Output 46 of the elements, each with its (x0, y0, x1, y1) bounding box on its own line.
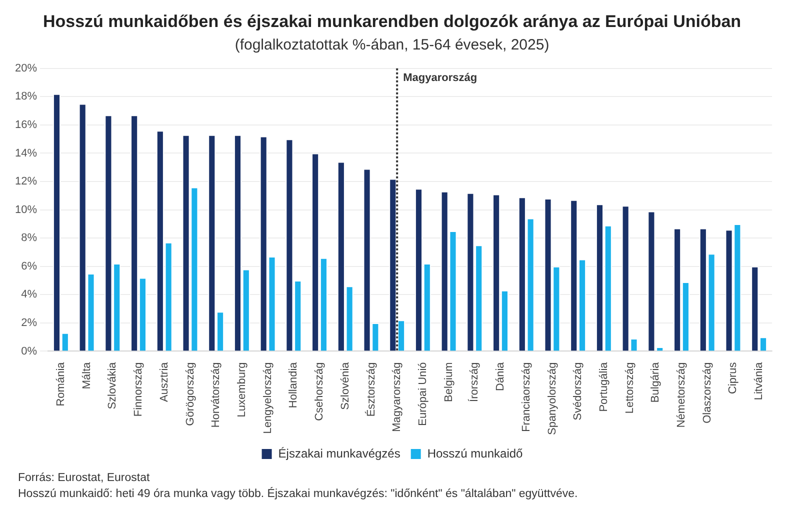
y-tick-label: 0% (21, 345, 38, 358)
x-tick-label: Észtország (364, 362, 378, 417)
x-tick-label: Magyarország (391, 362, 404, 432)
x-tick-label: Svédország (572, 362, 584, 420)
x-tick-label: Málta (80, 361, 93, 390)
y-tick-label: 12% (14, 176, 38, 188)
y-tick-label: 6% (21, 260, 38, 272)
y-tick-label: 10% (14, 204, 38, 216)
x-tick-label: Dánia (494, 361, 507, 391)
x-tick-label: Ausztria (158, 361, 170, 402)
x-tick-label: Csehország (314, 362, 326, 421)
ref-line-label: Magyarország (403, 72, 478, 84)
x-tick-label: Horvátország (210, 362, 222, 428)
x-tick-label: Belgium (442, 362, 455, 402)
x-tick-label: Finnország (132, 362, 145, 417)
x-tick-label: Olaszország (701, 362, 714, 424)
y-tick-label: 4% (21, 288, 38, 301)
x-tick-label: Görögország (184, 362, 196, 426)
x-tick-label: Lengyelország (262, 362, 274, 434)
y-tick-label: 20% (14, 62, 38, 74)
x-tick-label: Franciaország (520, 362, 532, 432)
legend-label: Éjszakai munkavégzés (278, 446, 400, 460)
x-tick-label: Írország (468, 362, 481, 402)
x-tick-label: Litvánia (753, 361, 766, 400)
y-tick-label: 14% (14, 147, 38, 160)
x-tick-label: Bulgária (650, 361, 662, 403)
legend-label: Hosszú munkaidő (427, 446, 524, 460)
text: Forrás: Eurostat, Eurostat (18, 471, 151, 486)
chart-title: Hosszú munkaidőben és éjszakai munkarendben dolgozók aránya az Európai Unióban (42, 12, 742, 31)
x-tick-label: Hollandia (288, 361, 300, 408)
x-tick-label: Ciprus (727, 362, 740, 394)
y-tick-label: 18% (14, 90, 38, 103)
y-tick-label: 16% (14, 119, 38, 131)
x-tick-label: Németország (676, 362, 688, 428)
chart-subtitle: (foglalkoztatottak %-ában, 15-64 évesek, 2025) (234, 36, 550, 54)
y-tick-label: 2% (21, 316, 38, 329)
x-tick-label: Portugália (598, 361, 610, 412)
x-tick-label: Luxemburg (236, 362, 248, 418)
x-tick-label: Európai Unió (416, 362, 429, 426)
x-tick-label: Lettország (624, 362, 636, 414)
y-tick-label: 8% (21, 232, 38, 244)
text: Hosszú munkaidő: heti 49 óra munka vagy több. Éjszakai munkavégzés: "időnként" és "általában" együttvéve. (18, 486, 579, 502)
x-tick-label: Románia (54, 361, 67, 406)
x-tick-label: Szlovénia (339, 361, 352, 410)
x-tick-label: Szlovákia (106, 361, 119, 410)
x-tick-label: Spanyolország (546, 362, 558, 436)
